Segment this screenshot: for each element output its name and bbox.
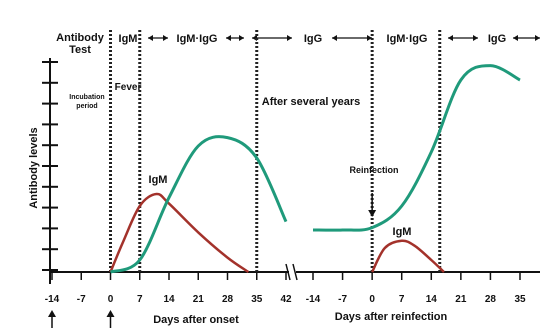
arrow-igm-igg-right-left-head (226, 35, 231, 41)
x-tick-label-reinfection: 0 (369, 294, 375, 305)
x-tick-label-reinfection: 35 (514, 294, 526, 305)
axis-break-right (292, 263, 298, 281)
igm-curve-onset (109, 192, 250, 274)
phase-label-igm-igg-1: IgM·IgG (177, 33, 218, 45)
igg-curve-reinfection (312, 64, 521, 232)
x-axis-label-onset: Days after onset (153, 314, 239, 326)
x-tick-label-onset: -14 (45, 294, 60, 305)
x-tick-label-reinfection: -14 (306, 294, 321, 305)
phase-dividers (109, 30, 442, 272)
igm-curve-label-1: IgM (149, 174, 168, 186)
arrow-igg2-left-right-head (473, 35, 478, 41)
fever-label: Fever (115, 82, 142, 93)
arrow-igg2-right-right-head (535, 35, 540, 41)
x-tick-label-onset: 21 (193, 294, 205, 305)
x-tick-label-reinfection: 14 (426, 294, 438, 305)
test-label-line1: Antibody (56, 32, 105, 44)
x-tick-label-onset: -7 (77, 294, 86, 305)
bottom-arrows (48, 310, 115, 328)
x-tick-label-reinfection: 21 (455, 294, 467, 305)
x-axis-label-reinfection: Days after reinfection (335, 311, 448, 323)
y-axis-label: Antibody levels (28, 127, 40, 208)
phase-label-igg-2: IgG (488, 33, 506, 45)
arrow-igg-left-right-head (287, 35, 292, 41)
reinfection-arrow-head (368, 210, 377, 217)
axis-break-left (285, 263, 291, 281)
x-tick-label-onset: 7 (137, 294, 143, 305)
arrow-igg-right-right-head (367, 35, 372, 41)
incubation-label-line1: Incubation (69, 94, 104, 101)
x-tick-labels: -14 -7 0 7 14 21 28 35 42 -14 -7 0 7 14 21 28 35 (45, 294, 526, 305)
phase-arrows (148, 35, 540, 41)
arrow-igm-igg-left-right-head (163, 35, 168, 41)
axes (42, 58, 540, 284)
x-tick-label-onset: 14 (163, 294, 175, 305)
phase-label-igm: IgM (119, 33, 138, 45)
incubation-label-line2: period (76, 103, 97, 110)
igm-curve-reinfection (371, 239, 445, 273)
x-tick-label-reinfection: 28 (485, 294, 497, 305)
after-years-label: After several years (262, 96, 360, 108)
phase-label-igg-1: IgG (304, 33, 322, 45)
bottom-arrow-head-1 (106, 310, 115, 317)
arrow-igm-igg-right-right-head (239, 35, 244, 41)
x-tick-label-onset: 42 (280, 294, 292, 305)
bottom-arrow-head-0 (48, 310, 56, 317)
x-tick-label-reinfection: 7 (399, 294, 405, 305)
test-label-line2: Test (69, 44, 91, 56)
arrow-igg2-left-left-head (448, 35, 453, 41)
x-tick-label-onset: 28 (222, 294, 234, 305)
reinfection-label: Reinfection (349, 165, 398, 175)
curves (109, 64, 521, 274)
arrow-igg2-right-left-head (513, 35, 518, 41)
x-tick-label-onset: 35 (251, 294, 263, 305)
x-tick-label-onset: 0 (108, 294, 114, 305)
igg-curve-onset (109, 135, 288, 274)
phase-label-igm-igg-2: IgM·IgG (387, 33, 428, 45)
arrow-igg-right-left-head (332, 35, 337, 41)
igm-curve-label-2: IgM (393, 226, 412, 238)
arrow-igm-igg-left-left-head (148, 35, 153, 41)
x-tick-label-reinfection: -7 (338, 294, 347, 305)
